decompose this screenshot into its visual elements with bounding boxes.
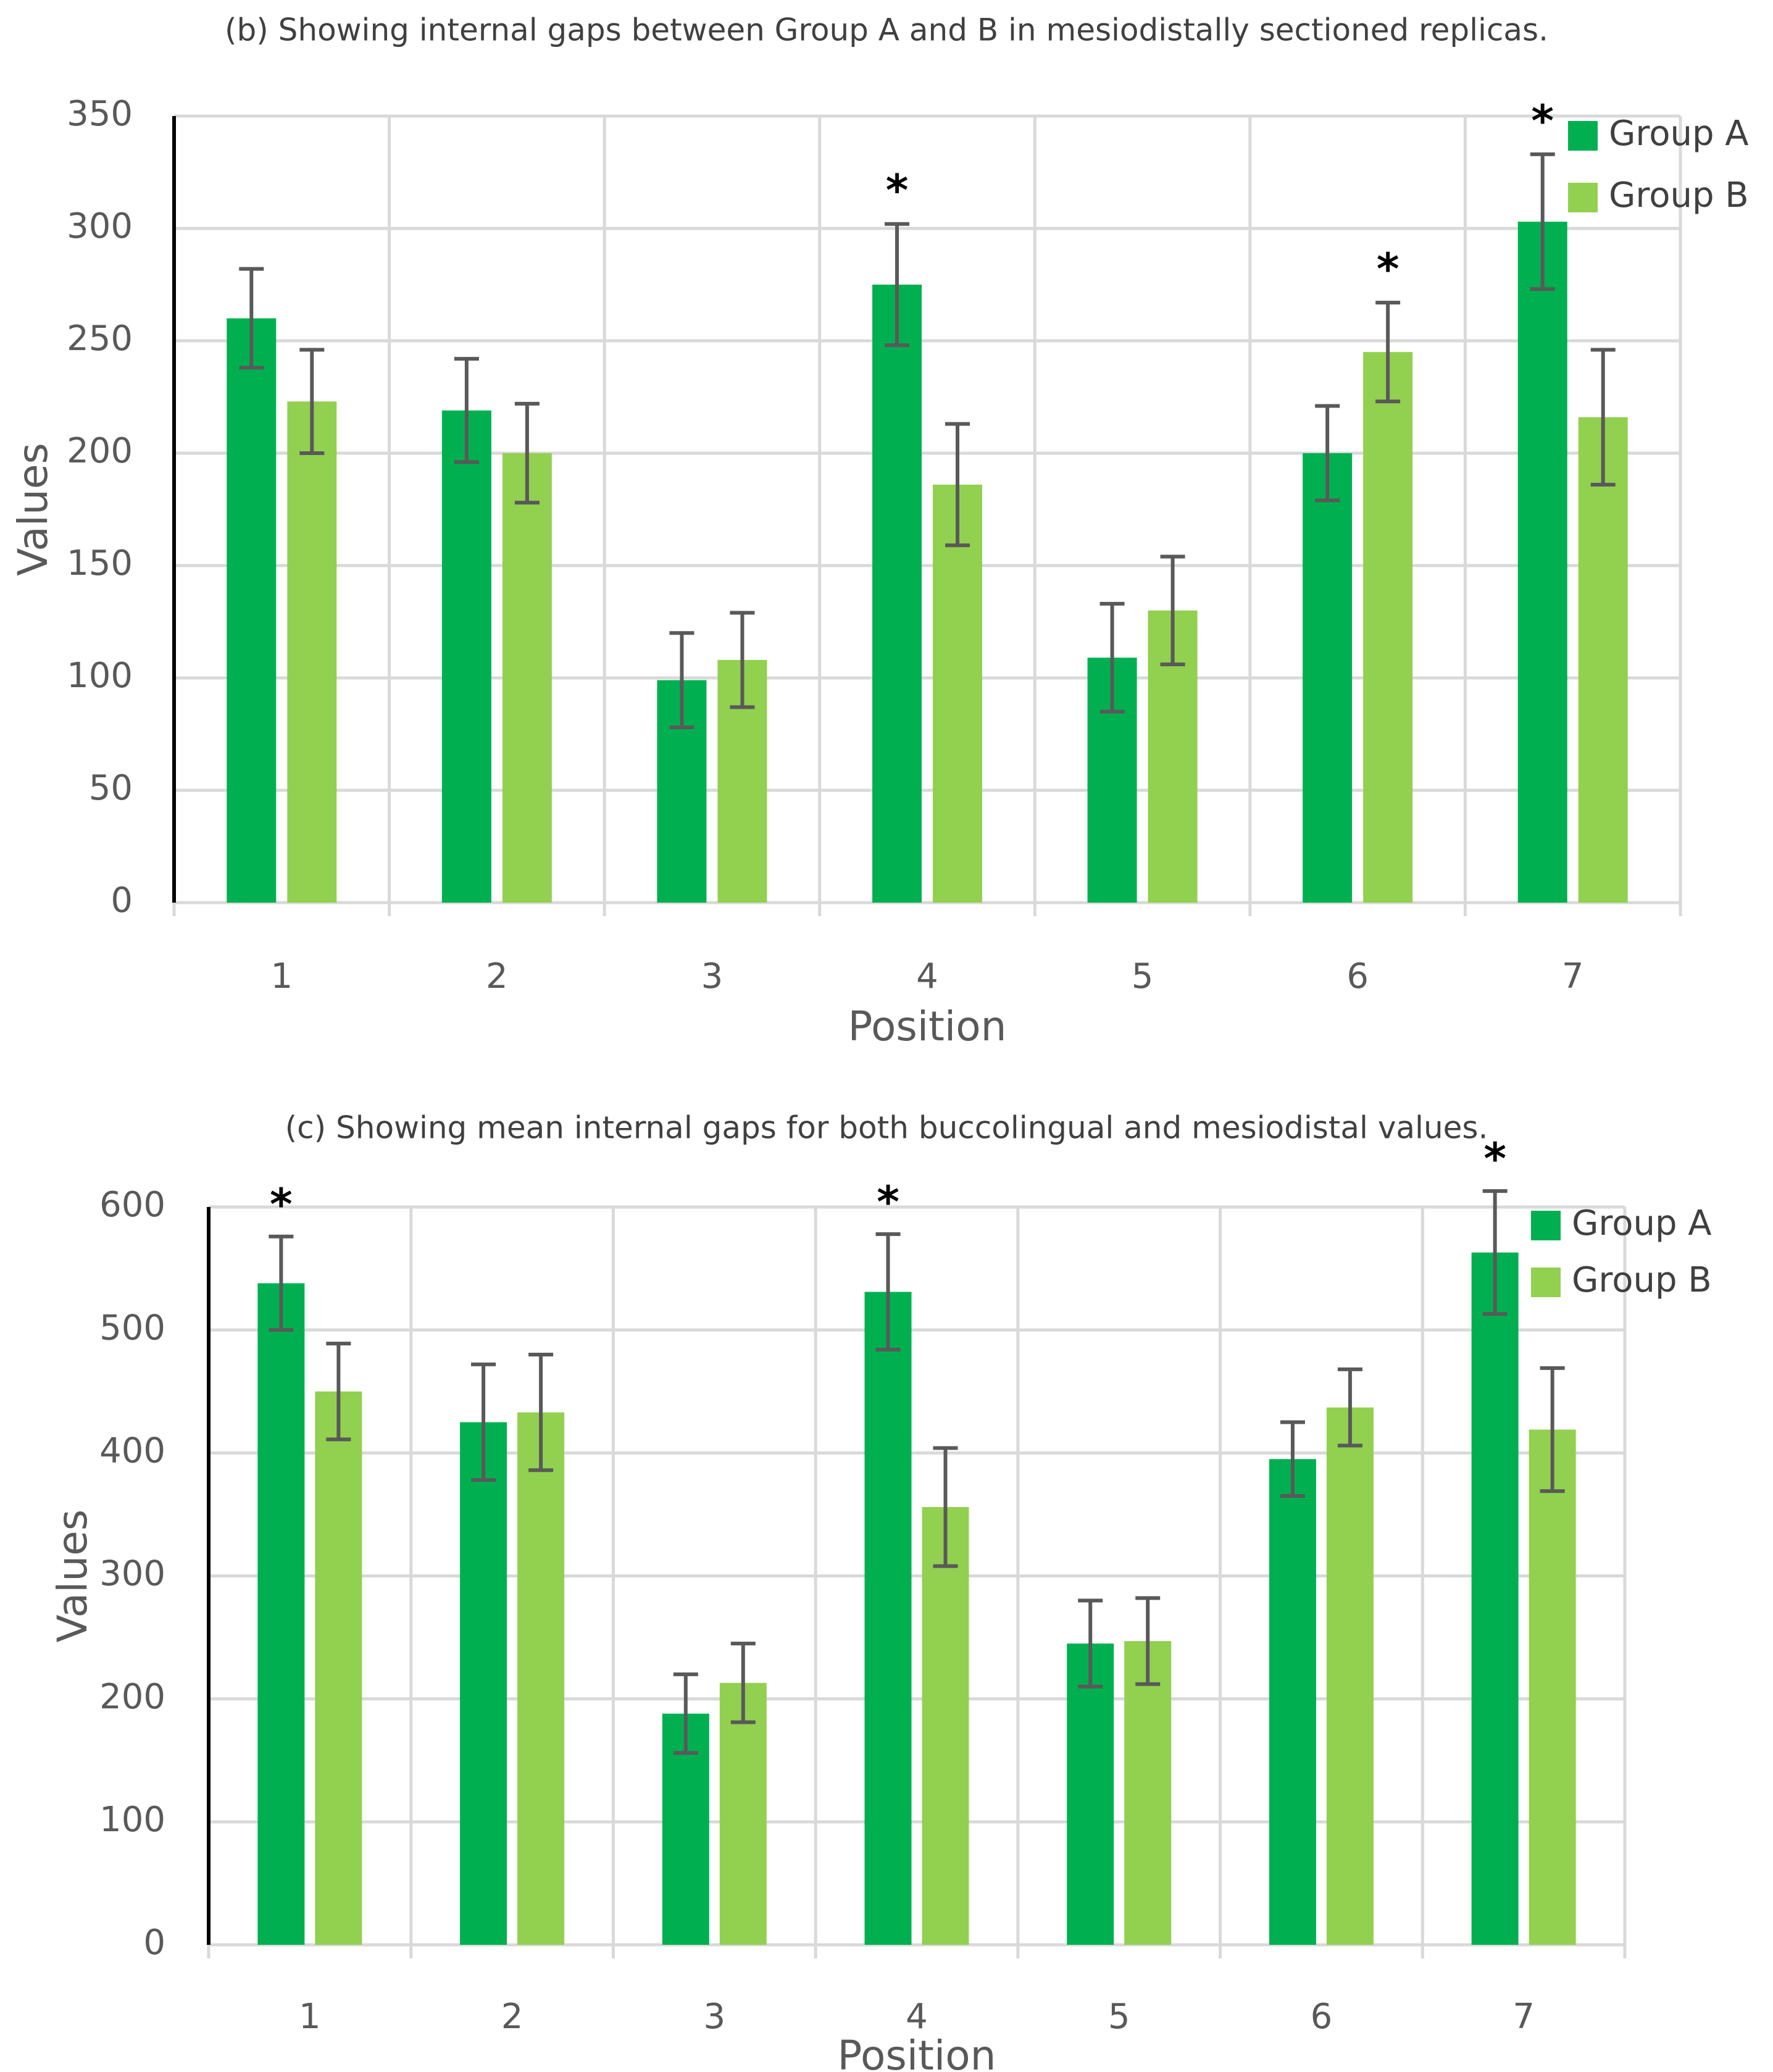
bar-group-b-7 [1529, 1429, 1576, 1945]
chart-b: (b) Showing internal gaps between Group … [9, 12, 1749, 1051]
x-tick-label: 4 [916, 956, 938, 996]
legend-swatch-group-a [1531, 1211, 1561, 1240]
chart-b-svg: (b) Showing internal gaps between Group … [9, 12, 1749, 1051]
y-tick-label: 0 [143, 1923, 165, 1963]
x-axis-title: Position [848, 1003, 1007, 1050]
chart-title: (c) Showing mean internal gaps for both … [285, 1110, 1488, 1146]
x-tick-label: 5 [1108, 1997, 1130, 2037]
bar-group-a-6 [1303, 453, 1353, 903]
bar-group-b-4 [933, 484, 982, 903]
significance-star: * [1531, 96, 1554, 146]
x-tick-label: 2 [486, 956, 508, 996]
x-tick-label: 4 [906, 1997, 928, 2037]
y-tick-label: 250 [67, 319, 133, 359]
x-tick-label: 3 [703, 1997, 725, 2037]
bar-group-b-6 [1326, 1407, 1374, 1945]
x-tick-label: 5 [1132, 956, 1154, 996]
bar-group-b-6 [1363, 352, 1413, 903]
legend-label-group-b: Group B [1572, 1260, 1712, 1300]
legend-label-group-a: Group A [1609, 114, 1749, 154]
y-tick-label: 400 [99, 1431, 165, 1471]
y-axis-title: Values [49, 1510, 96, 1643]
bar-group-b-7 [1578, 417, 1628, 903]
bar-group-a-5 [1067, 1644, 1114, 1945]
significance-star: * [886, 165, 909, 216]
y-axis-title: Values [9, 443, 57, 576]
bar-group-a-2 [441, 410, 491, 903]
bar-group-a-2 [460, 1422, 507, 1945]
legend-label-group-b: Group B [1609, 175, 1749, 215]
chart-c: (c) Showing mean internal gaps for both … [0, 1087, 1773, 2072]
bar-group-b-2 [502, 453, 552, 903]
x-tick-label: 6 [1311, 1997, 1333, 2037]
y-tick-label: 200 [99, 1677, 165, 1717]
y-tick-label: 300 [99, 1554, 165, 1594]
x-tick-label: 7 [1562, 956, 1584, 996]
bar-group-a-6 [1269, 1459, 1316, 1945]
x-tick-label: 6 [1346, 956, 1369, 996]
legend-swatch-group-a [1568, 121, 1598, 151]
x-tick-label: 1 [299, 1997, 321, 2037]
legend-swatch-group-b [1568, 183, 1598, 212]
x-tick-label: 3 [701, 956, 724, 996]
bar-group-a-7 [1517, 222, 1567, 903]
bar-group-b-5 [1124, 1641, 1172, 1945]
x-axis-title: Position [838, 2032, 996, 2072]
legend-swatch-group-b [1531, 1268, 1561, 1297]
chart-title: (b) Showing internal gaps between Group … [225, 12, 1548, 48]
y-tick-label: 50 [89, 768, 133, 808]
bar-group-b-1 [287, 401, 337, 903]
y-tick-label: 100 [67, 656, 133, 696]
y-tick-label: 200 [67, 431, 133, 471]
legend-label-group-a: Group A [1572, 1203, 1712, 1243]
x-tick-label: 2 [501, 1997, 524, 2037]
y-tick-label: 300 [67, 206, 133, 246]
y-tick-label: 500 [99, 1308, 165, 1348]
bar-group-a-7 [1471, 1252, 1519, 1945]
x-tick-label: 1 [270, 956, 293, 996]
bar-group-a-1 [257, 1283, 305, 1945]
bar-group-b-4 [922, 1506, 969, 1945]
bar-group-a-1 [227, 318, 277, 903]
chart-c-svg: (c) Showing mean internal gaps for both … [49, 1110, 1712, 2072]
y-tick-label: 0 [111, 880, 133, 921]
y-tick-label: 600 [99, 1185, 165, 1225]
significance-star: * [1483, 1134, 1506, 1184]
y-tick-label: 350 [67, 94, 133, 134]
bar-group-a-4 [864, 1292, 912, 1945]
bar-group-b-3 [719, 1682, 767, 1945]
y-tick-label: 100 [99, 1800, 165, 1840]
y-tick-label: 150 [67, 543, 133, 583]
significance-star: * [270, 1179, 293, 1230]
bar-group-b-2 [517, 1412, 565, 1945]
bar-group-a-4 [872, 285, 922, 903]
significance-star: * [1377, 244, 1400, 295]
x-tick-label: 7 [1512, 1997, 1535, 2037]
significance-star: * [877, 1177, 899, 1227]
bar-group-b-1 [315, 1391, 362, 1945]
